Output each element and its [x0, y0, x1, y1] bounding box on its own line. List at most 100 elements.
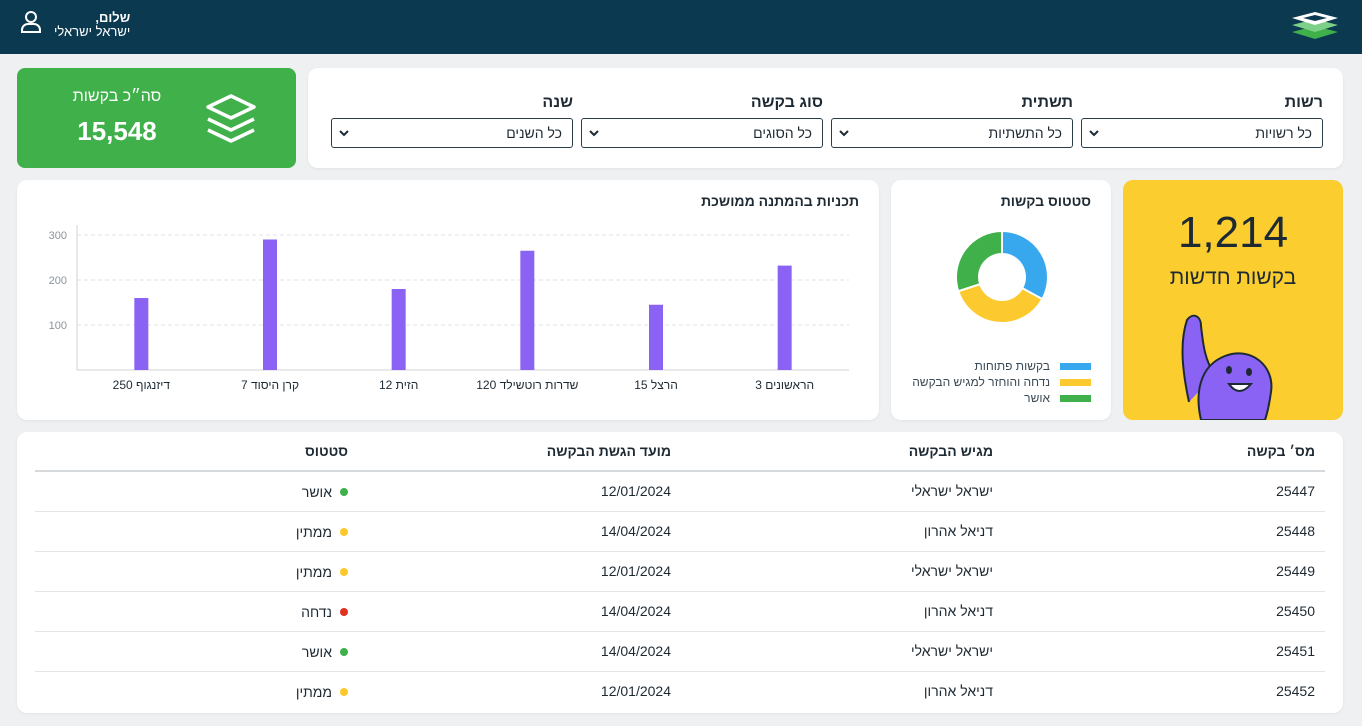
cell-request-number: 25448: [1003, 511, 1325, 552]
status-label: ממתין: [295, 683, 332, 700]
chevron-down-icon: [839, 130, 849, 137]
filter-year-label: שנה: [542, 94, 573, 111]
cell-status: ממתין: [35, 671, 358, 711]
layers-icon: [204, 92, 258, 151]
cell-status: נדחה: [35, 591, 358, 632]
filter-authority-value: כל רשויות: [1255, 125, 1312, 141]
table-row[interactable]: 25451 ישראל ישראלי 14/04/2024 אושר: [35, 631, 1325, 672]
cell-submission-date: 14/04/2024: [358, 631, 681, 672]
request-status-title: סטטוס בקשות: [1000, 193, 1091, 209]
table-row[interactable]: 25448 דניאל אהרון 14/04/2024 ממתין: [35, 511, 1325, 552]
bar[interactable]: [777, 265, 792, 370]
donut-slice-rejected[interactable]: [956, 282, 1044, 324]
pending-plans-chart-card: תכניות בהמתנה ממושכת 100 200 300 דיזנגוף 25…: [17, 180, 879, 420]
cell-applicant: דניאל אהרון: [681, 591, 1003, 632]
y-tick-label: 100: [49, 320, 67, 332]
new-requests-label: בקשות חדשות: [1169, 266, 1297, 289]
filter-year-select[interactable]: כל השנים: [331, 118, 573, 148]
bar[interactable]: [263, 239, 277, 371]
bar[interactable]: [520, 250, 535, 370]
legend-label-open: בקשות פתוחות: [974, 359, 1050, 373]
request-status-card: סטטוס בקשות בקשות פתוחות נדחה והוחזר למג…: [891, 180, 1111, 420]
cell-submission-date: 14/04/2024: [358, 511, 681, 552]
cell-status: ממתין: [35, 551, 358, 592]
cell-request-number: 25450: [1003, 591, 1325, 632]
user-icon[interactable]: [20, 10, 42, 39]
cell-applicant: דניאל אהרון: [681, 511, 1003, 552]
cell-status: אושר: [35, 471, 358, 512]
status-label: נדחה: [301, 603, 332, 620]
filter-request-type-label: סוג בקשה: [750, 94, 823, 111]
user-greeting: שלום,: [95, 9, 131, 25]
donut-slice-approved[interactable]: [955, 229, 1003, 293]
status-dot: [340, 647, 348, 656]
new-requests-value: 1,214: [1177, 208, 1289, 257]
bar[interactable]: [391, 289, 406, 370]
legend-item-open: בקשות פתוחות: [912, 358, 1091, 374]
filter-authority-label: רשות: [1284, 94, 1323, 111]
cell-request-number: 25449: [1003, 551, 1325, 592]
waving-character-illustration: [1181, 314, 1273, 420]
user-menu[interactable]: שלום, ישראל ישראלי: [20, 10, 130, 39]
chevron-down-icon: [339, 130, 349, 137]
y-tick-label: 200: [49, 275, 67, 287]
legend-swatch-open: [1060, 362, 1091, 370]
donut-slice-open[interactable]: [1001, 229, 1049, 301]
x-tick-label: הראשונים 3: [755, 378, 814, 392]
status-label: אושר: [301, 643, 332, 660]
cell-submission-date: 12/01/2024: [358, 471, 681, 512]
user-text: שלום, ישראל ישראלי: [54, 9, 131, 39]
cell-request-number: 25451: [1003, 631, 1325, 672]
legend-item-rejected: נדחה והוחזר למגיש הבקשה: [912, 374, 1091, 390]
status-label: אושר: [301, 483, 332, 500]
request-status-legend: בקשות פתוחות נדחה והוחזר למגיש הבקשה אוש…: [912, 358, 1091, 406]
filter-year: שנה כל השנים: [331, 94, 573, 148]
filter-request-type-value: כל הסוגים: [753, 125, 812, 141]
x-tick-label: שדרות רוטשילד 120: [476, 378, 578, 392]
header-submission-date[interactable]: מועד הגשת הבקשה: [358, 432, 681, 472]
cell-applicant: ישראל ישראלי: [681, 631, 1003, 672]
legend-swatch-rejected: [1060, 378, 1091, 386]
table-row[interactable]: 25449 ישראל ישראלי 12/01/2024 ממתין: [35, 551, 1325, 592]
cell-submission-date: 12/01/2024: [358, 551, 681, 592]
total-requests-label: סה״כ בקשות: [72, 88, 162, 105]
header-status[interactable]: סטטוס: [35, 432, 358, 472]
legend-swatch-approved: [1060, 394, 1091, 402]
header-request-number[interactable]: מס׳ בקשה: [1003, 432, 1325, 472]
y-tick-label: 300: [49, 230, 67, 242]
table-header-row: מס׳ בקשה מגיש הבקשה מועד הגשת הבקשה סטטו…: [35, 432, 1325, 472]
header-applicant[interactable]: מגיש הבקשה: [681, 432, 1003, 472]
total-requests-card: סה״כ בקשות 15,548: [17, 68, 296, 168]
filter-request-type-select[interactable]: כל הסוגים: [581, 118, 823, 148]
legend-item-approved: אושר: [912, 390, 1091, 406]
legend-label-rejected: נדחה והוחזר למגיש הבקשה: [912, 375, 1050, 389]
bar[interactable]: [649, 304, 663, 370]
requests-table: מס׳ בקשה מגיש הבקשה מועד הגשת הבקשה סטטו…: [35, 432, 1325, 711]
chevron-down-icon: [1089, 130, 1099, 137]
status-label: ממתין: [295, 563, 332, 580]
pending-plans-chart-title: תכניות בהמתנה ממושכת: [701, 193, 859, 209]
filter-authority-select[interactable]: כל רשויות: [1081, 118, 1323, 148]
table-row[interactable]: 25452 דניאל אהרון 12/01/2024 ממתין: [35, 671, 1325, 711]
filter-infrastructure-select[interactable]: כל התשתיות: [831, 118, 1073, 148]
status-label: ממתין: [295, 523, 332, 540]
request-status-donut-chart: [955, 229, 1049, 324]
filter-infrastructure-label: תשתית: [1021, 94, 1073, 111]
cell-submission-date: 14/04/2024: [358, 591, 681, 632]
filters-panel: רשות כל רשויות תשתית כל התשתיות סוג בקשה…: [308, 68, 1343, 168]
table-row[interactable]: 25447 ישראל ישראלי 12/01/2024 אושר: [35, 471, 1325, 512]
bar[interactable]: [134, 298, 149, 370]
layers-logo-icon[interactable]: [1290, 10, 1340, 47]
cell-status: אושר: [35, 631, 358, 672]
top-bar: שלום, ישראל ישראלי: [0, 0, 1362, 54]
cell-applicant: ישראל ישראלי: [681, 551, 1003, 592]
pending-plans-bar-chart: 100 200 300 דיזנגוף 250 קרן היסוד 7 הזית 12 שד…: [49, 225, 849, 392]
cell-request-number: 25452: [1276, 683, 1315, 700]
cell-applicant: ישראל ישראלי: [681, 471, 1003, 512]
cell-applicant: דניאל אהרון: [923, 683, 993, 700]
chevron-down-icon: [589, 130, 599, 137]
x-tick-label: קרן היסוד 7: [241, 378, 299, 392]
cell-status: ממתין: [35, 511, 358, 552]
cell-submission-date: 12/01/2024: [600, 683, 671, 700]
table-row[interactable]: 25450 דניאל אהרון 14/04/2024 נדחה: [35, 591, 1325, 632]
